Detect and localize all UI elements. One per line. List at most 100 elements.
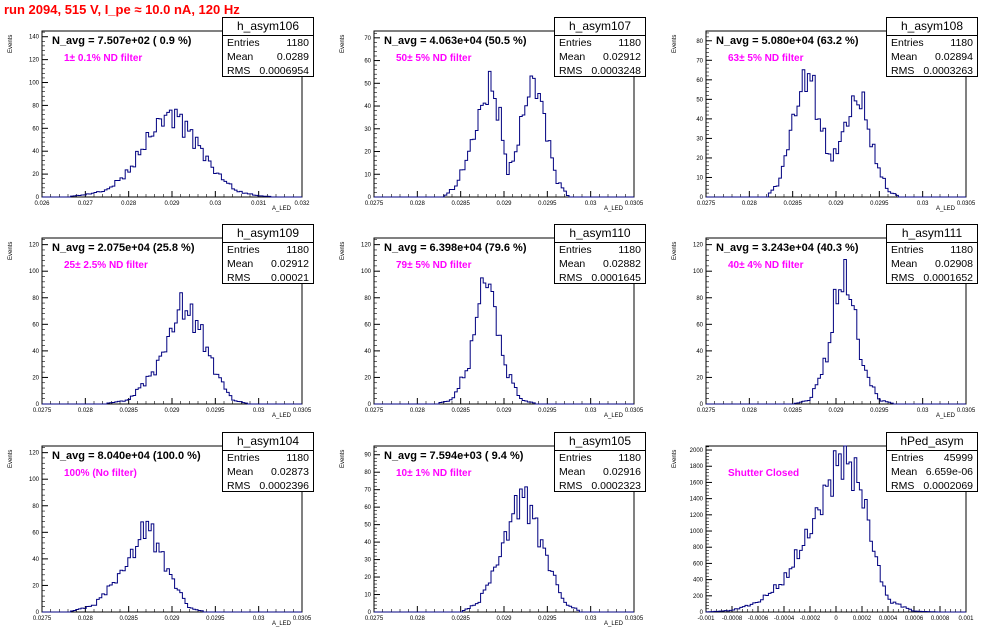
histogram-pad-h_asym111: 0 20 40 60 80 100 120 0.0275 0.028 0.0285 0.029 0.0… [664, 222, 996, 428]
y-tick-label: 0 [700, 195, 704, 201]
stats-row-entries: Entries 1180 [555, 243, 645, 257]
filter-annotation: 40± 4% ND filter [728, 260, 804, 271]
y-axis-label: Events [8, 241, 14, 260]
stats-row-mean: Mean 0.02912 [555, 50, 645, 64]
x-tick-label: 0.0295 [538, 408, 557, 414]
stats-label-entries: Entries [559, 244, 592, 256]
stats-row-rms: RMS 0.0006954 [223, 64, 313, 78]
y-tick-label: 0 [368, 195, 372, 201]
filter-annotation: Shutter Closed [728, 468, 800, 479]
x-tick-label: 0.03 [209, 201, 221, 207]
histogram-line [42, 520, 302, 613]
y-tick-label: 2000 [690, 448, 704, 454]
stats-value-mean: 0.02912 [603, 51, 641, 63]
stats-row-rms: RMS 0.0001652 [887, 271, 977, 285]
y-tick-label: 60 [32, 322, 39, 328]
y-tick-label: 0 [700, 402, 704, 408]
histogram-pad-h_asym109: 0 20 40 60 80 100 120 0.0275 0.028 0.0285 0.029 0.0… [0, 222, 332, 428]
y-tick-label: 200 [693, 594, 704, 600]
stats-box: h_asym108 Entries 1180 Mean 0.02894 RMS 0.0003… [886, 17, 978, 77]
y-tick-label: 40 [32, 349, 39, 355]
y-tick-label: 100 [29, 269, 40, 275]
x-tick-label: 0.0275 [365, 616, 384, 622]
stats-row-mean: Mean 0.02882 [555, 257, 645, 271]
stats-value-entries: 1180 [286, 37, 309, 49]
stats-value-rms: 0.0002396 [259, 480, 309, 492]
y-tick-label: 40 [364, 104, 371, 110]
stats-box: h_asym104 Entries 1180 Mean 0.02873 RMS 0.0002… [222, 432, 314, 492]
x-tick-label: 0.0295 [206, 616, 225, 622]
y-tick-label: 80 [696, 39, 703, 45]
stats-label-mean: Mean [227, 51, 254, 63]
n-avg-label: N_avg = 4.063e+04 (50.5 %) [384, 35, 527, 47]
x-tick-label: 0.028 [742, 201, 758, 207]
stats-value-entries: 1180 [950, 244, 973, 256]
stats-value-rms: 0.0001652 [923, 272, 973, 284]
y-tick-label: 70 [696, 58, 703, 64]
x-tick-label: 0.0295 [538, 201, 557, 207]
filter-annotation: 79± 5% ND filter [396, 260, 472, 271]
stats-row-mean: Mean 0.02873 [223, 465, 313, 479]
stats-label-rms: RMS [227, 65, 251, 77]
x-tick-label: 0.0275 [697, 201, 716, 207]
x-tick-label: 0.03 [917, 201, 929, 207]
y-tick-label: 80 [364, 470, 371, 476]
y-tick-label: 50 [364, 81, 371, 87]
x-tick-label: 0.029 [496, 408, 512, 414]
x-tick-label: 0.0305 [293, 616, 312, 622]
y-tick-label: 1600 [690, 480, 704, 486]
y-tick-label: 60 [364, 505, 371, 511]
x-tick-label: 0.0008 [931, 616, 950, 622]
stats-row-mean: Mean 0.02912 [223, 257, 313, 271]
histogram-plot: 0 20 40 60 80 100 120 0.0275 0.028 0.0285 0.029 0.0… [29, 237, 312, 414]
y-tick-label: 1000 [690, 529, 704, 535]
x-tick-label: 0.0295 [870, 408, 889, 414]
x-tick-label: -0.0006 [748, 616, 769, 622]
histogram-line [706, 258, 966, 405]
x-tick-label: 0.0305 [957, 201, 976, 207]
histogram-name: h_asym110 [555, 225, 645, 243]
x-tick-label: 0.0285 [783, 408, 802, 414]
stats-row-entries: Entries 1180 [223, 36, 313, 50]
y-tick-label: 20 [364, 375, 371, 381]
x-tick-label: 0.0305 [625, 408, 644, 414]
histogram-pad-h_asym104: 0 20 40 60 80 100 120 0.0275 0.028 0.0285 0.029 0.0… [0, 430, 332, 636]
stats-row-rms: RMS 0.0002396 [223, 479, 313, 493]
x-tick-label: 0.0305 [625, 616, 644, 622]
y-tick-label: 20 [696, 156, 703, 162]
x-tick-label: 0.029 [164, 408, 180, 414]
filter-annotation: 63± 5% ND filter [728, 53, 804, 64]
histogram-pad-hPed_asym: 0 200 400 600 800 1000 1200 1400 1600 1800 2000 -0.… [664, 430, 996, 636]
y-tick-label: 400 [693, 578, 704, 584]
stats-value-entries: 1180 [286, 452, 309, 464]
x-tick-label: 0.03 [585, 616, 597, 622]
stats-row-rms: RMS 0.0002323 [555, 479, 645, 493]
stats-label-mean: Mean [559, 51, 586, 63]
y-tick-label: 20 [32, 375, 39, 381]
y-tick-label: 0 [36, 610, 40, 616]
stats-label-entries: Entries [891, 244, 924, 256]
x-tick-label: 0.032 [294, 201, 310, 207]
stats-label-rms: RMS [891, 65, 915, 77]
histogram-name: hPed_asym [887, 433, 977, 451]
stats-box: h_asym107 Entries 1180 Mean 0.02912 RMS 0.0003… [554, 17, 646, 77]
filter-annotation: 1± 0.1% ND filter [64, 53, 143, 64]
stats-label-mean: Mean [227, 466, 254, 478]
stats-value-mean: 0.02908 [935, 258, 973, 270]
x-tick-label: 0.0285 [451, 616, 470, 622]
stats-value-mean: 0.02916 [603, 466, 641, 478]
histogram-plot: 0 10 20 30 40 50 60 70 80 90 0.0275 0.028 0.0285 0.02… [364, 445, 644, 622]
x-tick-label: 0.0004 [879, 616, 898, 622]
stats-label-entries: Entries [227, 37, 260, 49]
stats-box: h_asym106 Entries 1180 Mean 0.0289 RMS 0.00069… [222, 17, 314, 77]
histogram-line [374, 70, 634, 198]
stats-row-entries: Entries 1180 [223, 451, 313, 465]
x-tick-label: 0.0275 [697, 408, 716, 414]
histogram-name: h_asym105 [555, 433, 645, 451]
histogram-plot: 0 200 400 600 800 1000 1200 1400 1600 1800 2000 -0.… [690, 445, 974, 622]
y-tick-label: 40 [696, 117, 703, 123]
y-tick-label: 1400 [690, 497, 704, 503]
stats-row-mean: Mean 0.02916 [555, 465, 645, 479]
stats-label-rms: RMS [227, 480, 251, 492]
x-tick-label: 0.027 [78, 201, 94, 207]
